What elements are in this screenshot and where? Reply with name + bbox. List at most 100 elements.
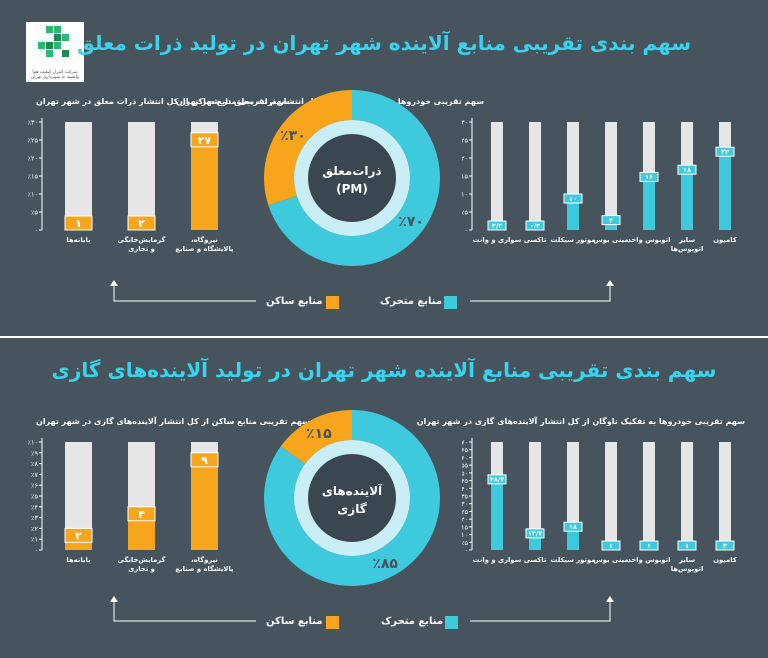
value-badge (677, 164, 697, 175)
category-label: کامیون (713, 556, 737, 564)
category-label: موتور سیکلت (551, 236, 596, 244)
value-label: ۱۸ (683, 166, 691, 174)
legend-mobile-swatch-2 (445, 616, 458, 629)
category-label: سایر (678, 236, 695, 244)
y-tick-label: ٪۳۰ (28, 119, 38, 127)
category-label: موتور سیکلت (551, 556, 596, 564)
pie-center-label: آلاینده‌های (322, 483, 383, 498)
bar (719, 147, 731, 230)
y-tick-label: ۰ (35, 227, 39, 235)
bar (491, 474, 503, 550)
bar-track (491, 122, 503, 230)
subtitle-pm-stationary: سهم تقریبی منابع ساکن از کل انتشار ذرات … (36, 97, 290, 106)
category-label: و تجاری (128, 565, 155, 573)
pie-pm: ٪۷۰ ٪۳۰ ذرات‌معلق (PM) (264, 90, 440, 266)
connector-gas-stationary (113, 600, 256, 622)
value-badge (525, 528, 545, 539)
category-label: کامیون (713, 236, 737, 244)
value-label: ۲ (138, 217, 145, 230)
arrow-up-icon (606, 280, 614, 286)
y-tick-label: ٪۶۵ (462, 446, 468, 454)
y-tick-label: ٪۱۰ (462, 531, 468, 539)
y-tick-label: ٪۳۵ (462, 493, 468, 501)
y-tick-label: ٪۶ (31, 482, 38, 490)
category-label: گرمایش‌خانگی (118, 555, 166, 564)
value-badge (639, 171, 659, 182)
value-label: ۱ (609, 542, 613, 550)
pie-slice (268, 90, 440, 266)
logo-text: شرکت کنترل کیفیت هوا وابسته به شهرداری ت… (30, 70, 80, 80)
y-tick-label: ٪۱۰ (28, 439, 38, 447)
y-tick-label: ٪۵۰ (462, 469, 468, 477)
value-label: ۲۷ (198, 134, 212, 147)
y-tick-label: ٪۴۵ (462, 477, 468, 485)
category-label: سواری و وانت (473, 556, 522, 564)
value-label: ۴۸/۷ (490, 476, 504, 484)
value-label: ۲۳ (721, 148, 729, 156)
y-tick-label: ٪۸ (31, 460, 38, 468)
category-label: تاکسی (524, 556, 547, 564)
arrow-up-icon (606, 596, 614, 602)
value-badge (190, 452, 219, 468)
category-label: اتوبوس‌ها (671, 245, 704, 253)
y-tick-label: ٪۵ (462, 209, 469, 217)
value-badge (601, 540, 621, 551)
y-tick-label: ۰ (35, 547, 39, 555)
connector-pm-mobile (470, 284, 611, 302)
category-label: مینی بوس (593, 236, 628, 244)
value-badge (563, 193, 583, 204)
y-tick-label: ٪۵ (31, 209, 38, 217)
value-badge (715, 540, 735, 551)
title-particulate: سهم بندی تقریبی منابع آلاینده شهر تهران … (76, 31, 692, 55)
section-divider (0, 336, 768, 338)
value-label: ۴ (138, 508, 145, 521)
value-label: ۹ (201, 454, 208, 467)
pie-slice (280, 410, 352, 464)
y-tick-label: ۰ (465, 227, 469, 235)
pie-center (308, 454, 396, 542)
pie-center-label: گازی (337, 502, 366, 516)
value-label: ۲ (723, 542, 727, 550)
category-label: نیروگاه، (191, 555, 218, 564)
value-badge (64, 215, 93, 231)
chart-pm-mobile: ٪۳۰ ٪۲۵ ٪۲۰ ٪۱۵ ٪۱۰ ٪۵ ۰ ۲۳ کامیون ۱۸ سایراتوبوس‌ه… (462, 118, 737, 253)
legend-stationary-swatch-2 (326, 616, 339, 629)
subtitle-gas-mobile: سهم تقریبی خودروها به تفکیک ناوگان از کل… (416, 417, 745, 426)
chart-pm-stationary: ٪۳۰ ٪۲۵ ٪۲۰ ٪۱۵ ٪۱۰ ٪۵ ۰ ۲۷ نیروگاه،پالایشگاه و … (28, 118, 234, 253)
value-label: ۱ (647, 542, 651, 550)
pie-slice (264, 90, 352, 206)
logo-mark-icon (38, 26, 69, 57)
bar-track (605, 122, 617, 230)
y-tick-label: ٪۱۵ (462, 523, 468, 531)
y-tick-label: ٪۵ (31, 493, 38, 501)
category-label: اتوبوس واحد (627, 236, 670, 244)
bar-track (128, 122, 155, 230)
pie-center-label: ذرات‌معلق (322, 164, 381, 178)
category-label: اتوبوس‌ها (671, 565, 704, 573)
legend-stationary-label: منابع ساکن (266, 296, 323, 307)
pie-slice (264, 410, 440, 586)
category-label: نیروگاه، (191, 235, 218, 244)
connector-pm-stationary (113, 284, 256, 302)
bar (643, 172, 655, 230)
y-tick-label: ٪۳۰ (462, 119, 468, 127)
value-label: ۱۳/۷ (528, 530, 542, 538)
y-tick-label: ٪۷۰ (462, 439, 468, 447)
y-tick-label: ۰ (465, 547, 469, 555)
company-logo: شرکت کنترل کیفیت هوا وابسته به شهرداری ت… (26, 22, 84, 82)
category-label: پایانه‌ها (66, 236, 91, 244)
y-tick-label: ٪۴۰ (462, 485, 468, 493)
pie-slice-label: ٪۷۰ (398, 214, 424, 230)
category-label: سواری و وانت (473, 236, 522, 244)
bar-track (719, 442, 731, 550)
value-badge (715, 146, 735, 157)
bar (191, 132, 218, 230)
arrow-up-icon (110, 280, 118, 286)
category-label: پالایشگاه و صنایع (175, 564, 234, 573)
value-badge (563, 521, 583, 532)
y-tick-label: ٪۲۵ (462, 508, 468, 516)
value-badge (64, 527, 93, 543)
pie-center (308, 134, 396, 222)
y-tick-label: ٪۹ (31, 449, 38, 457)
y-tick-label: ٪۲۵ (462, 137, 468, 145)
